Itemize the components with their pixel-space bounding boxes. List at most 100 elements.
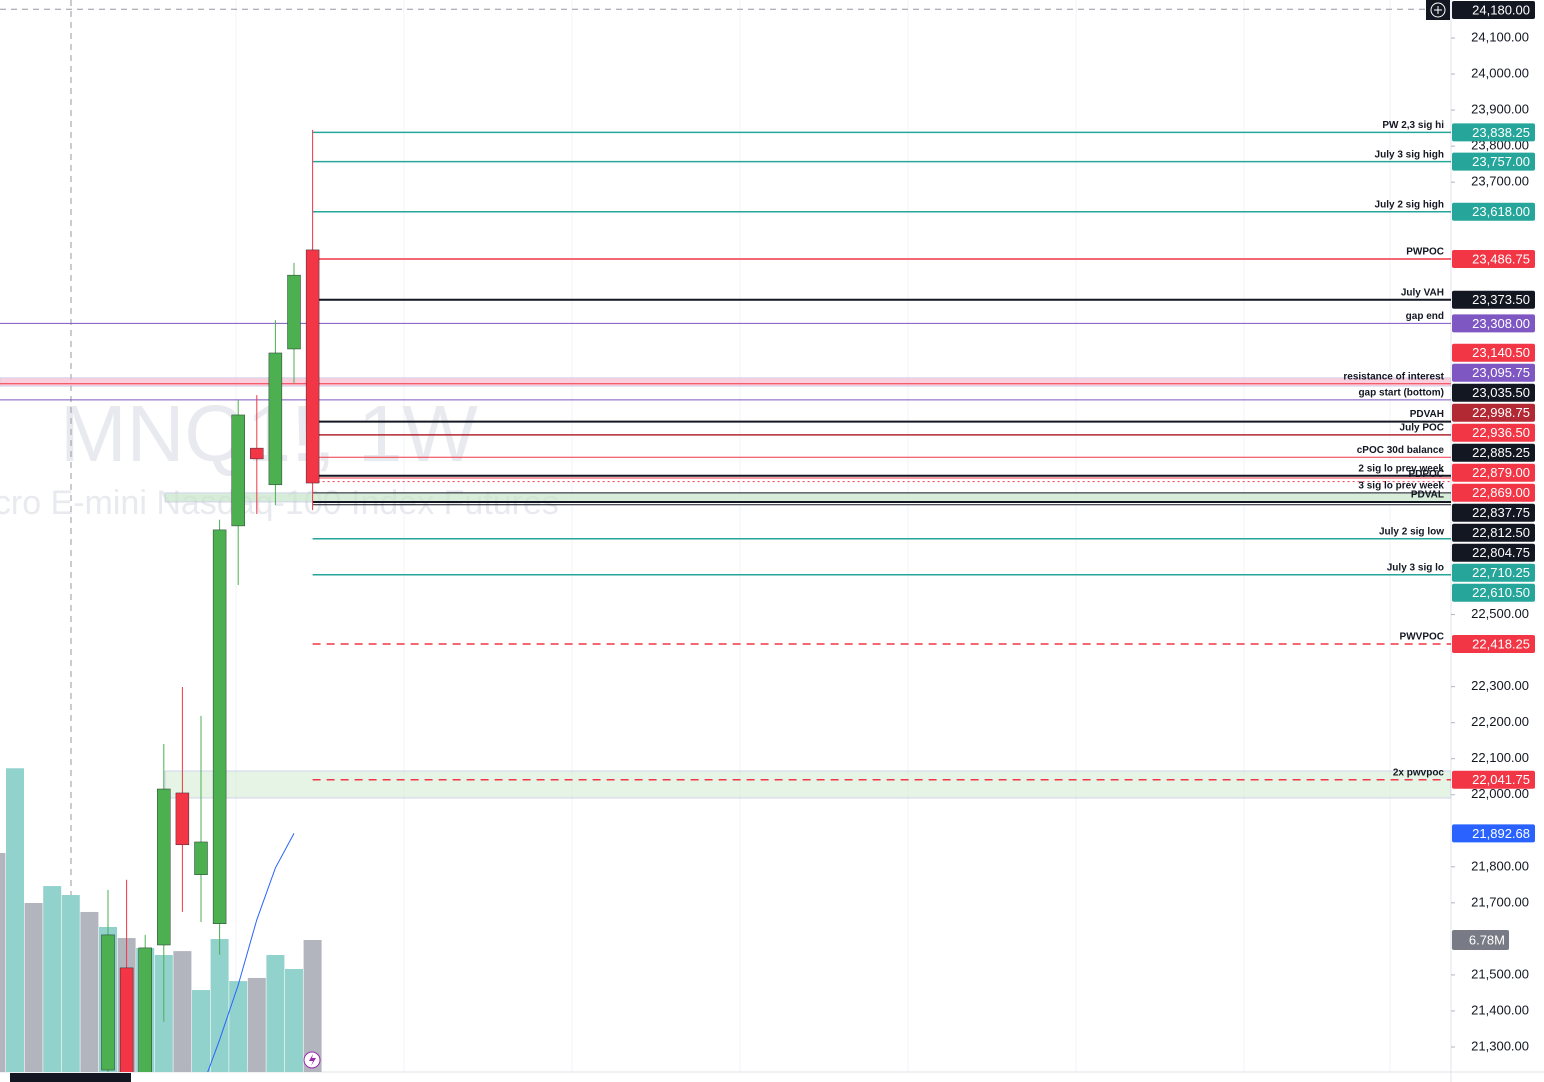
level-label: PDPOC: [1408, 469, 1444, 480]
level-label: resistance of interest: [1343, 371, 1444, 382]
price-tag-label: 22,610.50: [1472, 585, 1530, 600]
price-tag-label: 23,095.75: [1472, 365, 1530, 380]
price-tag-label: 22,812.50: [1472, 525, 1530, 540]
price-tag: [1452, 363, 1535, 382]
candle-body: [287, 274, 301, 350]
level-label: gap end: [1406, 311, 1444, 322]
volume-bar: [61, 895, 80, 1072]
y-tick-label: 24,100.00: [1471, 29, 1529, 44]
price-tag-label: 23,838.25: [1472, 125, 1530, 140]
price-tag: [1452, 383, 1535, 402]
price-tag: [1452, 770, 1535, 789]
candle-body: [231, 414, 245, 527]
level-zone: [0, 377, 1451, 387]
volume-tag-label: 6.78M: [1469, 932, 1505, 947]
price-tag: [1452, 152, 1535, 171]
price-tag-label: 22,885.25: [1472, 445, 1530, 460]
volume-bar: [285, 969, 303, 1072]
price-tag: [1452, 343, 1535, 362]
price-tag: [1452, 463, 1535, 482]
price-tag-label: 22,869.00: [1472, 485, 1530, 500]
price-tag-label: 23,035.50: [1472, 385, 1530, 400]
level-label: PDVAL: [1411, 490, 1444, 501]
price-tag: [1452, 403, 1535, 422]
price-tag-label: 23,618.00: [1472, 204, 1530, 219]
y-tick-label: 22,500.00: [1471, 606, 1529, 621]
price-tag: [1452, 423, 1535, 442]
candle-body: [119, 967, 134, 1072]
volume-bar: [210, 939, 229, 1072]
y-tick-label: 21,300.00: [1471, 1038, 1529, 1053]
price-tag: [1452, 1, 1535, 19]
price-tag: [1452, 314, 1535, 333]
level-zone: [164, 770, 1451, 799]
price-tag: [1452, 250, 1535, 269]
level-label: July 3 sig lo: [1387, 562, 1444, 573]
level-label: 3 sig lo prev week: [1358, 481, 1444, 492]
level-label: 2x pwvpoc: [1393, 767, 1445, 778]
price-tag: [1452, 483, 1535, 502]
y-tick-label: 22,000.00: [1471, 786, 1529, 801]
level-label: July VAH: [1401, 287, 1444, 298]
y-tick-label: 21,500.00: [1471, 966, 1529, 981]
price-tag-label: 23,486.75: [1472, 251, 1530, 266]
price-tag: [1452, 635, 1535, 654]
candle-body: [194, 841, 208, 875]
y-tick-label: 21,700.00: [1471, 894, 1529, 909]
volume-tag: [1452, 929, 1509, 950]
price-tag-label: 22,837.75: [1472, 505, 1530, 520]
plot-area: [0, 8, 1451, 1072]
volume-bar: [43, 886, 62, 1072]
volume-bar: [80, 911, 99, 1072]
candle-body: [101, 934, 115, 1071]
candle-body: [250, 447, 264, 460]
y-tick-label: 21,400.00: [1471, 1002, 1529, 1017]
price-tag: [1452, 290, 1535, 309]
level-label: 2 sig lo prev week: [1358, 463, 1444, 474]
price-tag-label: 23,373.50: [1472, 292, 1530, 307]
volume-bar: [24, 903, 43, 1072]
add-alert-icon[interactable]: [1426, 0, 1450, 20]
price-tag-label: 22,418.25: [1472, 636, 1530, 651]
volume-bar: [0, 852, 6, 1072]
price-tag-label: 23,757.00: [1472, 154, 1530, 169]
level-label: PDVAH: [1410, 409, 1444, 420]
volume-bar: [6, 768, 24, 1072]
y-tick-label: 23,700.00: [1471, 174, 1529, 189]
price-tag: [1452, 523, 1535, 542]
level-label: July 2 sig low: [1379, 526, 1444, 537]
y-tick-label: 22,300.00: [1471, 678, 1529, 693]
lightning-icon[interactable]: [303, 1051, 321, 1069]
moving-average: [207, 833, 295, 1072]
price-tag: [1452, 202, 1535, 221]
price-tag-label: 22,710.25: [1472, 565, 1530, 580]
level-zone: [164, 492, 1451, 503]
y-tick-label: 22,200.00: [1471, 714, 1529, 729]
volume-bar: [229, 981, 248, 1072]
level-label: July 2 sig high: [1375, 199, 1444, 210]
level-label: PWPOC: [1406, 247, 1444, 258]
watermark-subtitle: Micro E-mini Nasdaq-100 Index Futures: [0, 484, 559, 522]
price-tag-label: 23,140.50: [1472, 345, 1530, 360]
price-tag: [1452, 443, 1535, 462]
level-label: PW 2,3 sig hi: [1382, 120, 1444, 131]
level-label: July POC: [1400, 422, 1444, 433]
price-tag: [1452, 123, 1535, 142]
level-label: gap start (bottom): [1358, 388, 1444, 399]
volume-bar: [303, 939, 322, 1072]
price-tag-label: 23,308.00: [1472, 316, 1530, 331]
price-tag-label: 24,180.00: [1472, 2, 1530, 17]
price-tag-label: 22,879.00: [1472, 465, 1530, 480]
vertical-grid: [235, 0, 1391, 1072]
volume-bar: [266, 954, 285, 1072]
y-tick-label: 21,800.00: [1471, 858, 1529, 873]
candle-body: [268, 352, 283, 486]
candle-body: [305, 249, 320, 484]
time-label: [10, 1073, 131, 1082]
price-tag-label: 22,041.75: [1472, 772, 1530, 787]
price-tag: [1452, 563, 1535, 582]
volume-bar: [192, 990, 210, 1072]
price-tag: [1452, 824, 1535, 843]
